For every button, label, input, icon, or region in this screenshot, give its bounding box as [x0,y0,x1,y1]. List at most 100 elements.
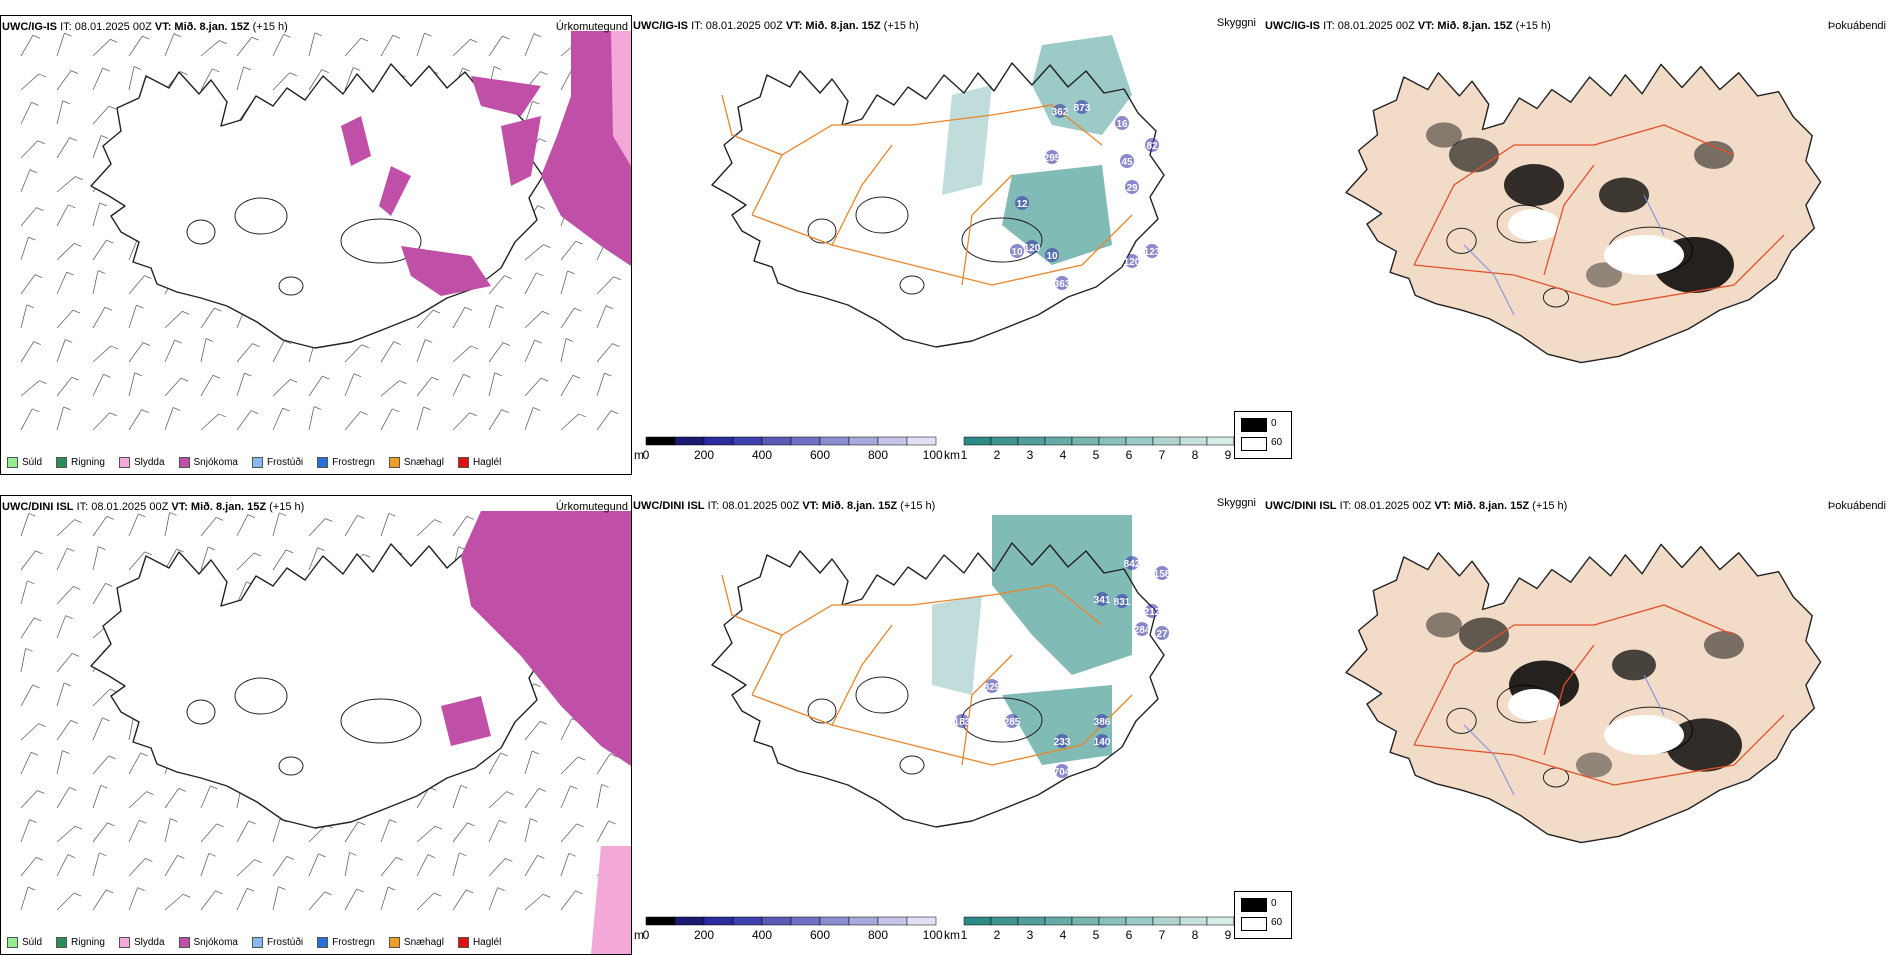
legend-swatch [178,937,190,948]
legend-item: Frostregn [317,457,375,468]
lead-time: (+15 h) [900,500,936,512]
ceiling-label: 10 [1046,251,1058,262]
legend-label: Haglél [472,457,502,468]
legend-item: Frostregn [317,937,375,948]
colorbar-tick: 6 [1126,928,1133,941]
ceiling-label: 82 [1146,141,1158,152]
legend-label: Rigning [71,937,105,948]
ceiling-label: 183 [954,717,971,728]
ceiling-label: 842 [1124,559,1141,570]
panel-header: UWC/IG-IS IT: 08.01.2025 00Z VT: Mið. 8.… [1265,20,1551,32]
legend-label: Haglél [472,937,502,948]
colorbar-tick: 4 [1060,448,1067,461]
valid-time: Mið. 8.jan. 15Z [190,501,267,513]
glacier-white [1508,209,1684,275]
panel-header: UWC/IG-IS IT: 08.01.2025 00Z VT: Mið. 8.… [2,21,288,33]
legend-label: Frostregn [332,457,375,468]
legend-label: Súld [22,937,43,948]
colorbar-tick: 9 [1225,448,1232,461]
colorbar-tick: 0 [643,448,650,461]
fog-legend-high-swatch [1241,418,1267,432]
legend-label: Snæhagl [403,457,444,468]
legend-swatch [7,457,18,468]
legend-swatch [317,937,329,948]
valid-time: Mið. 8.jan. 15Z [821,500,898,512]
valid-time-label: VT: [785,20,803,32]
colorbar-tick: 3 [1027,448,1034,461]
ceiling-label: 120 [1124,257,1141,268]
precip-panel-bottom: UWC/DINI ISL IT: 08.01.2025 00Z VT: Mið.… [0,495,632,955]
cloud-panel-top: 362 873 16 82 295 45 29 12 120 10 10 120 123 363 UWC/… [632,15,1264,475]
colorbar-tick: 2 [994,928,1001,941]
iceland-outline [90,63,544,349]
legend-swatch [56,457,68,468]
colorbar-tick: 600 [810,928,830,941]
fog-legend-low-label: 60 [1271,917,1283,928]
colorbar-tick: 800 [868,928,888,941]
panel-header: UWC/DINI ISL IT: 08.01.2025 00Z VT: Mið.… [1265,500,1567,512]
legend-swatch [388,937,400,948]
valid-time-label: VT: [1417,20,1435,32]
colorbar-tick: 9 [1225,928,1232,941]
model-name: UWC/DINI ISL [633,500,705,512]
ceiling-colorbar: m0 200 400 600 800 1000 [634,916,942,941]
precip-panel-top: UWC/IG-IS IT: 08.01.2025 00Z VT: Mið. 8.… [0,15,632,475]
legend-item: Snjókoma [178,457,238,468]
colorbar-tick: 200 [694,448,714,461]
fog-legend: 0 60 [1234,411,1292,459]
colorbar-tick: 800 [868,448,888,461]
valid-time: Mið. 8.jan. 15Z [1453,500,1530,512]
legend-item: Haglél [457,937,502,948]
ceiling-label: 362 [1052,107,1069,118]
legend-label: Frostúði [266,457,304,468]
ceiling-label: 158 [1154,569,1171,580]
legend-swatch [457,457,469,468]
road-network [721,574,1133,766]
legend-item: Snæhagl [388,937,444,948]
panel-title: Úrkomutegund [555,501,628,513]
ceiling-label: 233 [1054,737,1071,748]
colorbar-tick: 400 [752,928,772,941]
legend-swatch [118,937,130,948]
colorbar-tick: 7 [1159,448,1166,461]
model-name: UWC/IG-IS [2,21,57,33]
ceiling-label: 10 [1011,247,1023,258]
colorbar-cells [963,436,1262,446]
ceiling-colorbar: m0 200 400 600 800 1000 [634,436,942,461]
lake-lines [1463,194,1665,316]
legend-item: Súld [7,457,42,468]
panel-title: Þokuábendi [1827,20,1886,32]
lead-time: (+15 h) [1515,20,1551,32]
fog-legend-high-label: 0 [1271,418,1277,429]
colorbar-tick: 8 [1192,448,1199,461]
ceiling-label: 829 [984,682,1001,693]
colorbar-tick: 3 [1027,928,1034,941]
colorbar-unit: m [634,448,644,461]
legend-item: Rigning [56,937,105,948]
legend-swatch [56,937,68,948]
fog-map-bottom [1345,543,1822,844]
ceiling-label: 295 [1044,153,1061,164]
init-time: IT: 08.01.2025 00Z [1339,500,1432,512]
colorbar-unit: km [944,448,960,461]
iceland-outline [1345,63,1822,364]
ceiling-label: 120 [1024,243,1041,254]
iceland-outline [711,62,1165,348]
legend-swatch [317,457,329,468]
lake-lines [1463,674,1665,796]
visibility-areas [932,515,1132,765]
legend-item: Slydda [118,937,165,948]
road-network [1413,604,1785,786]
legend-item: Súld [7,937,42,948]
visibility-colorbar: km12345678910 [944,436,1262,461]
legend-label: Snæhagl [403,937,444,948]
colorbar-cells [645,436,937,446]
panel-title: Þokuábendi [1827,500,1886,512]
colorbar-unit: km [944,928,960,941]
legend-swatch [118,457,130,468]
legend-swatch [388,457,400,468]
visibility-colorbar: km12345678910 [944,916,1262,941]
colorbar-unit: m [634,928,644,941]
valid-time: Mið. 8.jan. 15Z [1437,20,1513,32]
colorbar-cells [963,916,1262,926]
